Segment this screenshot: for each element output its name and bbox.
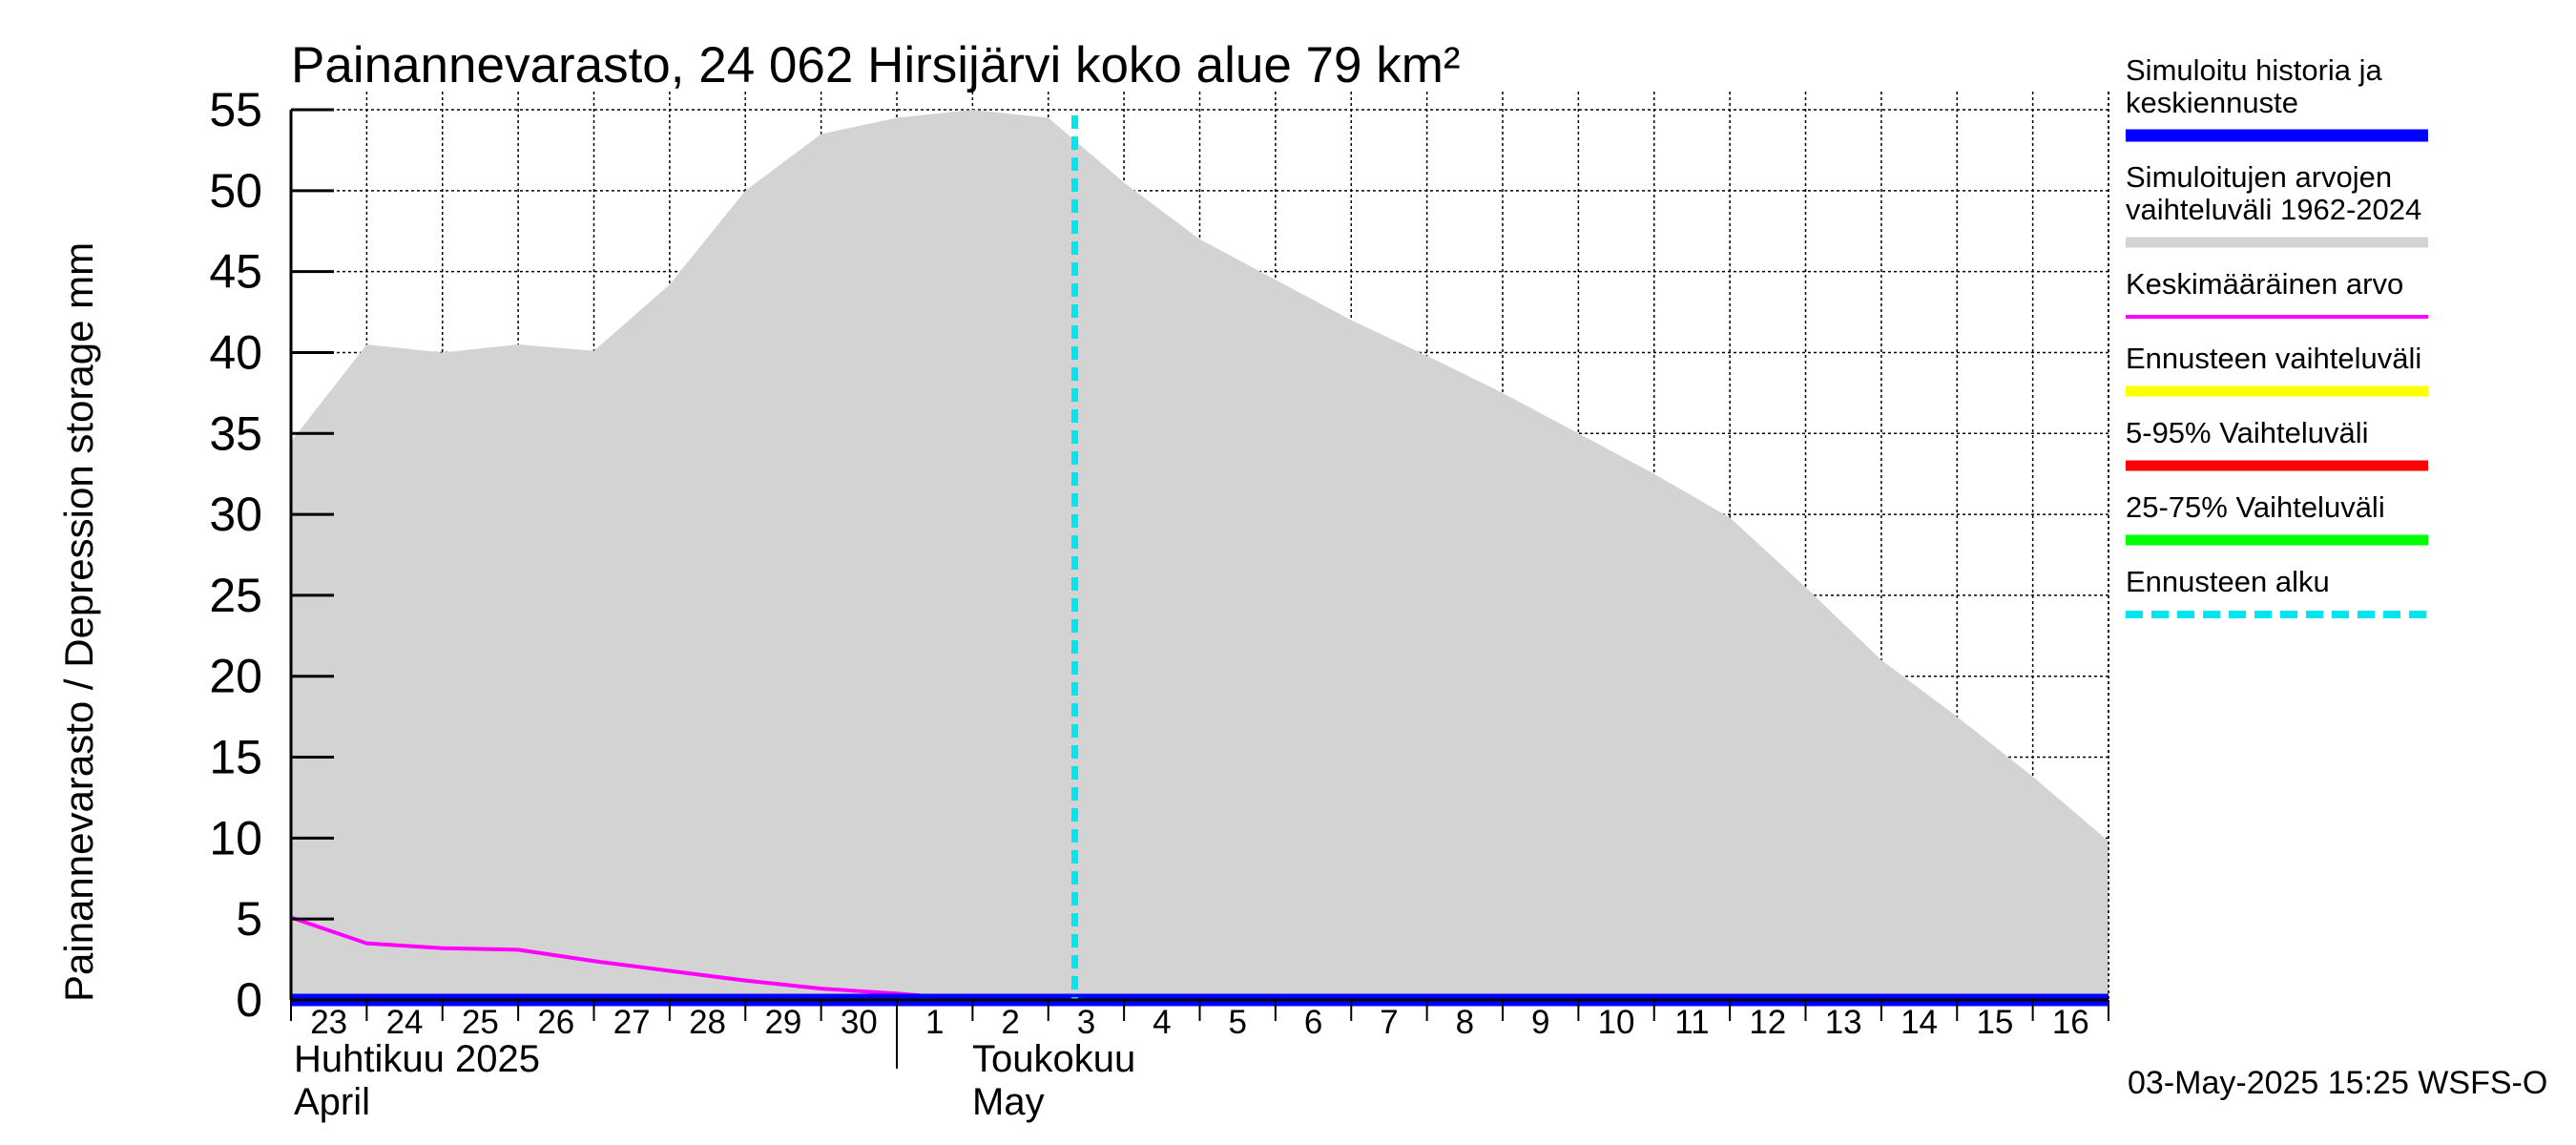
x-tick-label: 10 [1598, 1004, 1635, 1041]
x-tick-label: 27 [613, 1004, 651, 1041]
x-tick-label: 24 [386, 1004, 424, 1041]
x-tick-label: 16 [2052, 1004, 2089, 1041]
x-tick-label: 29 [764, 1004, 801, 1041]
x-tick-label: 30 [841, 1004, 878, 1041]
band-simulated-range [291, 110, 2109, 1000]
x-tick-label: 1 [925, 1004, 944, 1041]
legend-label: 5-95% Vaihteluväli [2126, 416, 2368, 449]
legend-label: keskiennuste [2126, 86, 2298, 119]
x-tick-label: 28 [689, 1004, 726, 1041]
month-label-may-fi: Toukokuu [972, 1038, 1135, 1080]
y-tick-label: 5 [236, 892, 262, 946]
band-layer [291, 110, 2109, 1000]
x-tick-label: 9 [1531, 1004, 1549, 1041]
x-tick-label: 14 [1901, 1004, 1938, 1041]
y-tick-label: 0 [236, 973, 262, 1027]
footer-timestamp: 03-May-2025 15:25 WSFS-O [2128, 1065, 2547, 1101]
legend-label: Ennusteen vaihteluväli [2126, 342, 2421, 375]
x-tick-label: 8 [1456, 1004, 1474, 1041]
x-tick-label: 6 [1304, 1004, 1322, 1041]
x-tick-label: 12 [1749, 1004, 1786, 1041]
y-tick-label: 10 [209, 811, 262, 864]
x-tick-label: 3 [1077, 1004, 1095, 1041]
y-axis-label: Painannevarasto / Depression storage mm [56, 242, 101, 1002]
y-tick-label: 40 [209, 325, 262, 379]
x-tick-label: 26 [537, 1004, 574, 1041]
month-label-april-en: April [294, 1081, 370, 1123]
x-tick-label: 25 [462, 1004, 499, 1041]
x-tick-label: 11 [1674, 1004, 1709, 1041]
legend-label: Simuloitu historia ja [2126, 53, 2383, 87]
y-tick-label: 50 [209, 164, 262, 218]
y-tick-label: 20 [209, 650, 262, 703]
month-label-may-en: May [972, 1081, 1045, 1123]
y-tick-label: 25 [209, 569, 262, 622]
legend-label: Keskimääräinen arvo [2126, 267, 2403, 301]
x-tick-label: 7 [1380, 1004, 1398, 1041]
y-tick-label: 30 [209, 488, 262, 541]
x-tick-label: 2 [1001, 1004, 1019, 1041]
x-tick-label: 15 [1976, 1004, 2013, 1041]
legend-label: Ennusteen alku [2126, 565, 2330, 598]
legend-label: 25-75% Vaihteluväli [2126, 490, 2385, 524]
axis-layer [289, 92, 2109, 1069]
chart-title: Painannevarasto, 24 062 Hirsijärvi koko … [291, 37, 1461, 94]
legend-label: vaihteluväli 1962-2024 [2126, 193, 2421, 226]
x-tick-label: 5 [1228, 1004, 1246, 1041]
x-tick-label: 13 [1825, 1004, 1862, 1041]
y-tick-label: 45 [209, 245, 262, 299]
y-tick-label: 15 [209, 731, 262, 784]
y-tick-label: 35 [209, 406, 262, 460]
x-tick-label: 4 [1153, 1004, 1171, 1041]
x-tick-label: 23 [310, 1004, 347, 1041]
legend-label: Simuloitujen arvojen [2126, 160, 2392, 194]
month-label-april-fi: Huhtikuu 2025 [294, 1038, 540, 1080]
y-tick-label: 55 [209, 83, 262, 136]
